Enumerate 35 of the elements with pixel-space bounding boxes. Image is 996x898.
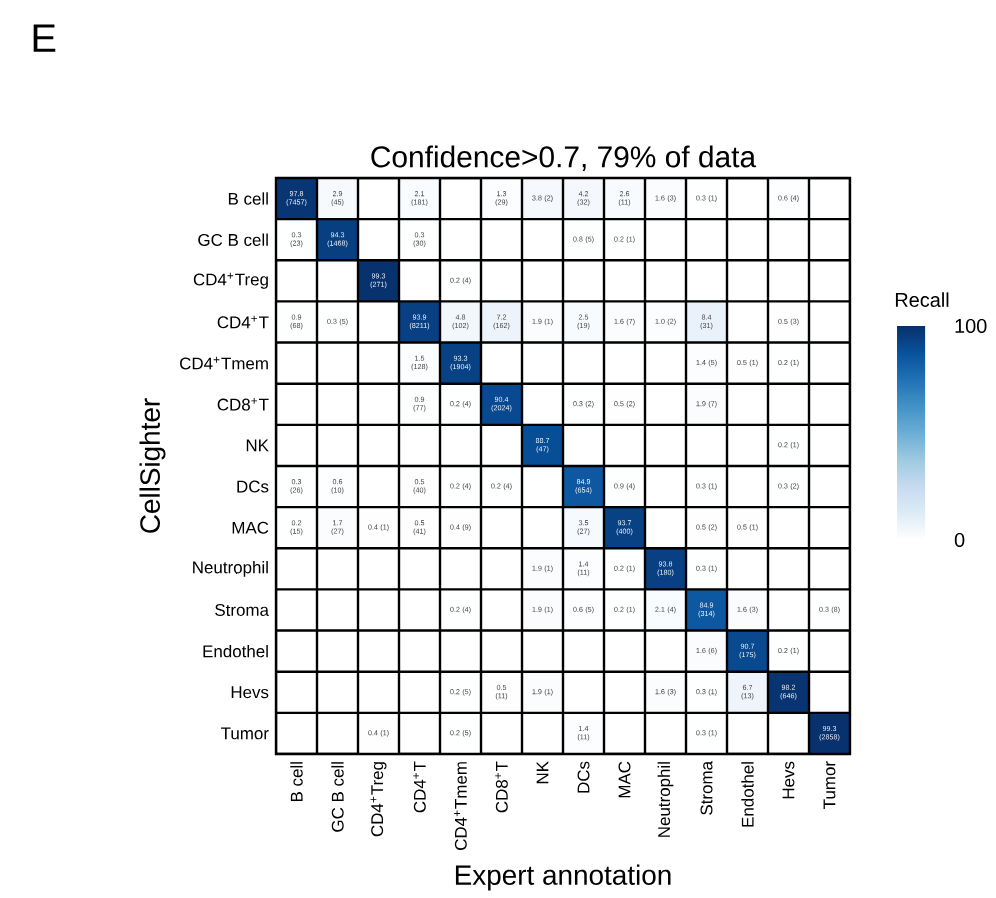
x-tick-label: Endothel — [741, 762, 754, 827]
y-tick-label: DCs — [237, 481, 269, 493]
y-tick-label: B cell — [228, 192, 268, 206]
y-tick-label: Hevs — [231, 686, 269, 699]
x-tick-label: CD4$^{+}$T — [413, 761, 426, 813]
y-axis-title: CellSighter — [139, 398, 166, 534]
color-bar-label: 0 — [954, 533, 965, 548]
x-tick-label: MAC — [618, 762, 631, 798]
y-tick-label: CD8$^{+}$T — [217, 398, 269, 412]
text: E — [33, 24, 56, 53]
y-tick-label: Endothel — [203, 645, 268, 658]
chart-title: Confidence>0.7, 79% of data — [371, 145, 757, 172]
x-tick-label: Hevs — [782, 762, 795, 799]
y-tick-label: Stroma — [215, 604, 269, 617]
x-tick-label: Neutrophil — [657, 762, 674, 838]
y-tick-label: MAC — [232, 522, 269, 535]
x-tick-label: NK — [536, 761, 549, 784]
y-tick-label: GC B cell — [198, 233, 268, 247]
y-tick-label: Neutrophil — [193, 561, 268, 578]
y-tick-label: NK — [246, 440, 269, 452]
x-tick-label: CD4$^{+}$Treg — [370, 762, 387, 837]
y-tick-label: CD4$^{+}$T — [217, 316, 269, 329]
x-tick-label: CD8$^{+}$T — [495, 761, 508, 813]
x-tick-label: Stroma — [700, 761, 713, 816]
x-tick-label: DCs — [577, 762, 590, 794]
color-bar-label: 100 — [955, 319, 987, 334]
x-tick-label: Tumor — [823, 761, 836, 810]
x-tick-label: CD4$^{+}$Tmem — [454, 762, 467, 851]
x-tick-label: GC B cell — [331, 762, 344, 833]
y-tick-label: CD4$^{+}$Treg — [193, 273, 268, 290]
color-bar-title: Recall — [895, 292, 949, 308]
y-tick-label: Tumor — [221, 727, 269, 740]
x-tick-label: B cell — [290, 762, 303, 802]
x-axis-title: Expert annotation — [455, 864, 671, 891]
y-tick-label: CD4$^{+}$Tmem — [180, 357, 268, 370]
